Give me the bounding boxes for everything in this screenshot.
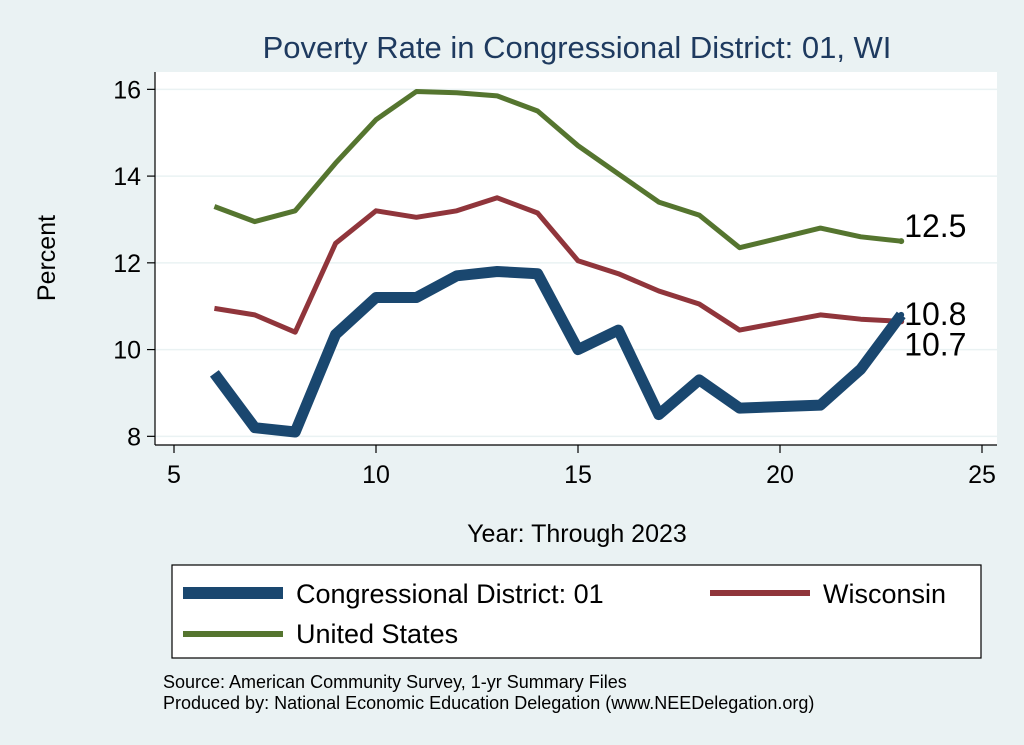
- legend-label-district: Congressional District: 01: [296, 579, 604, 609]
- y-axis-title: Percent: [33, 215, 61, 301]
- y-tick-label-10: 10: [113, 337, 141, 365]
- x-tick-label-10: 10: [362, 461, 390, 489]
- end-labels: 10.810.7 12.5: [904, 208, 966, 362]
- end-label-0: 10.8: [904, 296, 966, 332]
- x-tick-label-15: 15: [564, 461, 592, 489]
- y-axis: 8 10 12 14 16: [113, 72, 156, 451]
- series-line-2: [213, 89, 902, 251]
- x-axis-title: Year: Through 2023: [467, 520, 687, 548]
- x-tick-label-5: 5: [167, 461, 181, 489]
- produced-by-note: Produced by: National Economic Education…: [163, 693, 814, 713]
- x-tick-label-20: 20: [766, 461, 794, 489]
- series-line-0: [209, 266, 906, 438]
- y-tick-label-16: 16: [113, 76, 141, 104]
- legend: Congressional District: 01 Wisconsin Uni…: [171, 564, 982, 659]
- y-tick-label-8: 8: [127, 423, 141, 451]
- series-0-point-16: [898, 311, 905, 318]
- y-tick-label-12: 12: [113, 250, 141, 278]
- legend-box: [171, 564, 982, 659]
- x-axis: 5 10 15 20 25: [155, 444, 997, 489]
- legend-label-wisconsin: Wisconsin: [823, 579, 946, 609]
- x-tick-label-25: 25: [968, 461, 996, 489]
- series-2-point-16: [898, 238, 905, 245]
- series-lines: [209, 89, 906, 438]
- legend-label-us: United States: [296, 619, 458, 649]
- y-tick-label-14: 14: [113, 163, 141, 191]
- source-note: Source: American Community Survey, 1-yr …: [163, 672, 627, 692]
- end-label-2: 12.5: [904, 208, 966, 244]
- end-label-1: 10.7: [904, 326, 966, 362]
- series-line-1: [214, 195, 902, 335]
- chart-title: Poverty Rate in Congressional District: …: [263, 30, 892, 65]
